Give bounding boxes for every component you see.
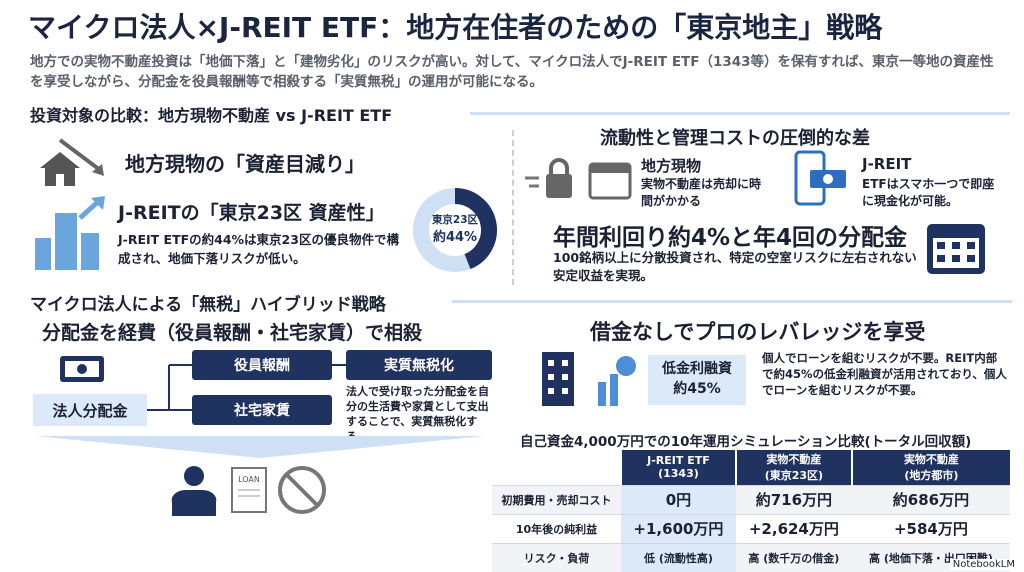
table-cell: +584万円 xyxy=(851,513,1010,543)
table-body: 初期費用・売却コスト 0円 約716万円 約686万円 10年後の純利益 +1,600万円… xyxy=(492,484,1010,572)
house-icon xyxy=(40,138,104,186)
local-liquidity-title: 地方現物 xyxy=(641,157,702,175)
header-line: (地方都市) xyxy=(904,469,959,483)
lock-calendar-icon xyxy=(525,158,632,200)
connector xyxy=(332,364,346,366)
header-line: (1343) xyxy=(658,467,699,481)
title: マイクロ法人×J-REIT ETF：地方在住者のための「東京地主」戦略 xyxy=(28,11,883,44)
brand: NotebookLM xyxy=(949,559,1018,570)
strategy-note: 法人で受け取った分配金を自分の生活費や家賃として支出することで、実質無税化する。 xyxy=(346,385,489,443)
header-line: J-REIT ETF xyxy=(647,454,710,468)
donut-value: 約44% xyxy=(433,229,477,245)
table-cell: 約686万円 xyxy=(851,484,1010,514)
down-arrow xyxy=(35,436,485,458)
calendar-icon xyxy=(927,224,985,274)
section-heading: マイクロ法人による「無税」ハイブリッド戦略 xyxy=(30,295,386,315)
comparison-table: J-REIT ETF (1343) 実物不動産 (東京23区) 実物不動産 (地方都市… xyxy=(492,450,1010,572)
local-liquidity-text: 実物不動産は売却に時間がかかる xyxy=(641,177,762,208)
reit-liquidity-text: ETFはスマホ一つで即座に現金化が可能。 xyxy=(862,177,995,208)
source-box: 法人分配金 xyxy=(33,394,147,426)
money-icon xyxy=(60,356,104,382)
reit-title: J-REITの「東京23区 資産性」 xyxy=(118,202,385,224)
divider xyxy=(512,130,514,285)
header-cell: J-REIT ETF (1343) xyxy=(620,450,736,485)
row-label: リスク・負荷 xyxy=(492,542,621,572)
row-label: 初期費用・売却コスト xyxy=(492,484,621,514)
reit-liquidity-title: J-REIT xyxy=(862,155,912,173)
result-box: 実質無税化 xyxy=(346,350,492,380)
table-cell: 高 (数千万の借金) xyxy=(735,542,852,572)
table-cell: +2,624万円 xyxy=(735,513,852,543)
connector xyxy=(147,364,192,411)
table-row: 10年後の純利益 +1,600万円 +2,624万円 +584万円 xyxy=(492,513,1010,543)
header-cell: 実物不動産 (東京23区) xyxy=(734,450,852,485)
leverage-text: 個人でローンを組むリスクが不要。REIT内部で約45%の低金利融資が活用されてお… xyxy=(762,351,1007,397)
table-cell: 0円 xyxy=(621,484,736,514)
header-line: 実物不動産 xyxy=(766,453,822,467)
phone-icon xyxy=(794,150,846,206)
loan-label: LOAN xyxy=(238,475,260,484)
table-row: 初期費用・売却コスト 0円 約716万円 約686万円 xyxy=(492,484,1010,514)
header-cell xyxy=(492,450,621,485)
table-cell: +1,600万円 xyxy=(621,513,736,543)
table-title: 自己資金4,000万円での10年運用シミュレーション比較(トータル回収額) xyxy=(520,434,972,450)
section-heading: 借金なしでプロのレバレッジを享受 xyxy=(590,320,926,344)
donut-arc xyxy=(454,188,497,270)
section-heading: 流動性と管理コストの圧倒的な差 xyxy=(600,128,870,149)
table-row: リスク・負荷低 (流動性高) 高 (数千万の借金) 高 (地価下落・出口困難) xyxy=(492,542,1010,572)
local-title: 地方現物の「資産目減り」 xyxy=(125,152,365,176)
building-icon xyxy=(35,196,105,270)
badge-line: 低金利融資 xyxy=(662,361,732,377)
header-cell: 実物不動産 (地方都市) xyxy=(850,450,1010,485)
divider xyxy=(470,112,1010,115)
person-loan-icons: LOAN xyxy=(171,466,326,516)
section-heading: 投資対象の比較：地方現物不動産 vs J-REIT ETF xyxy=(30,106,393,125)
branch-box: 社宅家賃 xyxy=(192,395,332,425)
row-label: 10年後の純利益 xyxy=(492,513,621,543)
strategy-subheading: 分配金を経費（役員報酬・社宅家賃）で相殺 xyxy=(42,322,423,344)
table-header: J-REIT ETF (1343) 実物不動産 (東京23区) 実物不動産 (地方都市… xyxy=(492,450,1010,485)
donut-label: 東京23区 xyxy=(432,213,479,226)
yield-title: 年間利回り約4%と年4回の分配金 xyxy=(553,225,908,251)
yield-text: 100銘柄以上に分散投資され、特定の空室リスクに左右されない安定収益を実現。 xyxy=(553,250,917,283)
divider xyxy=(452,300,1012,303)
table-cell: 低 (流動性高) xyxy=(621,542,736,572)
subtitle: 地方での実物不動産投資は「地価下落」と「建物劣化」のリスクが高い。対して、マイク… xyxy=(30,54,994,90)
branch-box: 役員報酬 xyxy=(192,350,332,380)
donut-chart: 東京23区 約44% xyxy=(413,188,497,272)
reit-text: J-REIT ETFの約44%は東京23区の優良物件で構成され、地価下落リスクが… xyxy=(118,232,399,266)
leverage-badge: 低金利融資約45% xyxy=(648,355,746,405)
header-line: 実物不動産 xyxy=(903,453,959,467)
header-line: (東京23区) xyxy=(764,469,824,483)
table-cell: 約716万円 xyxy=(735,484,852,514)
building-coins-icon xyxy=(542,352,636,406)
badge-line: 約45% xyxy=(673,381,721,397)
